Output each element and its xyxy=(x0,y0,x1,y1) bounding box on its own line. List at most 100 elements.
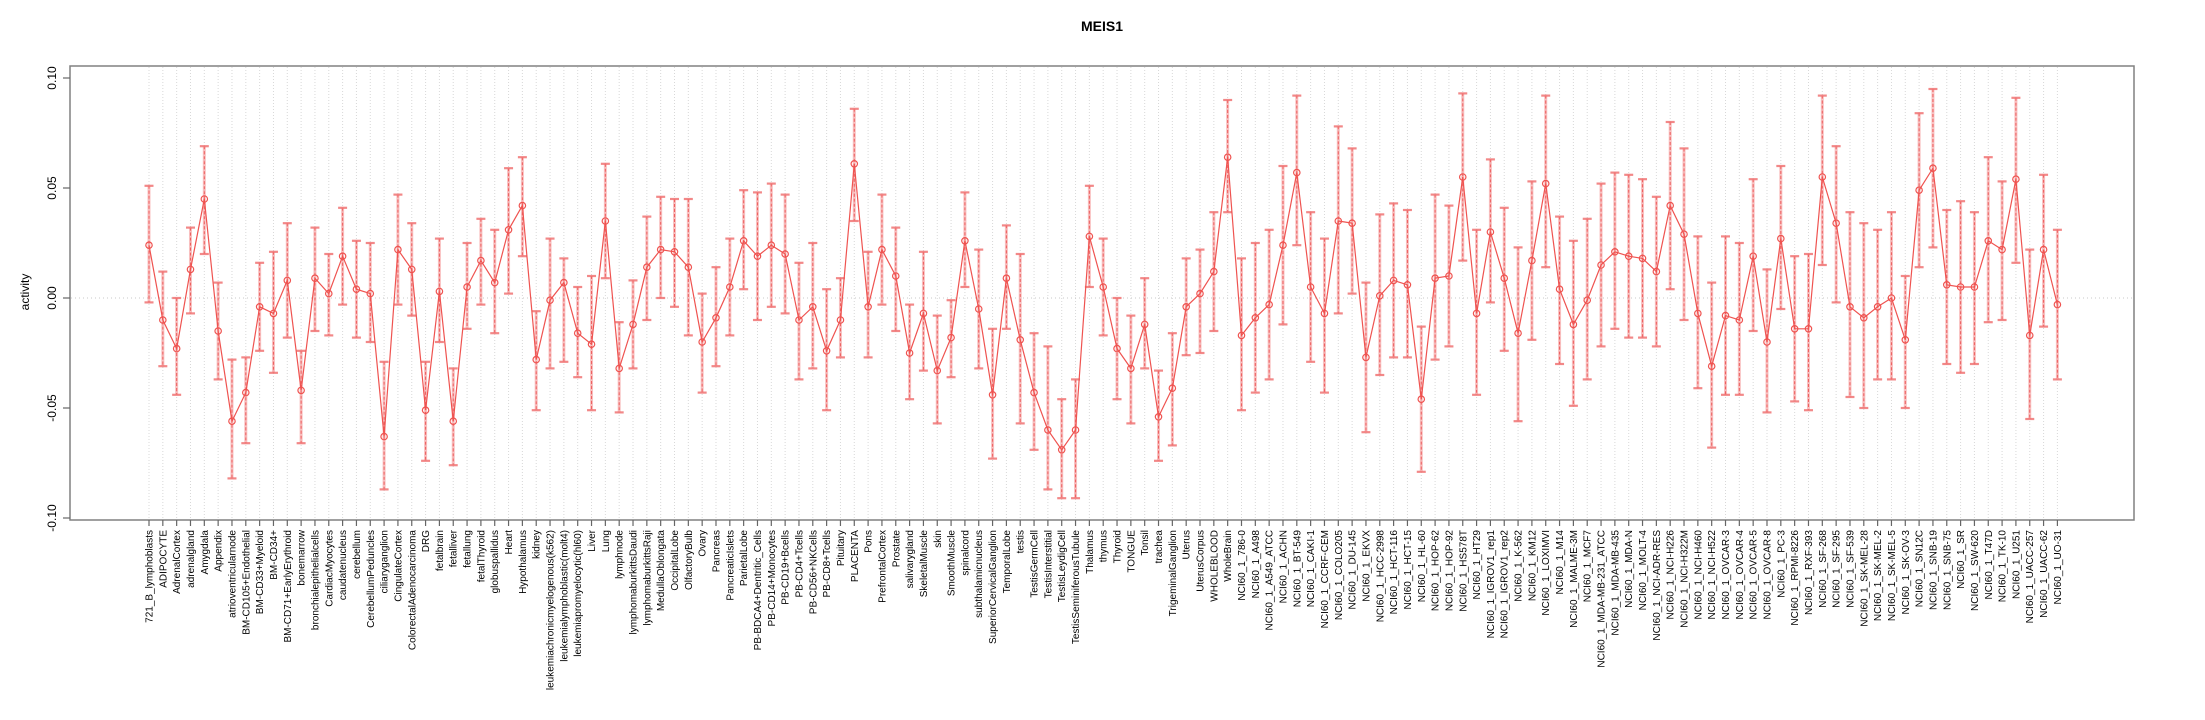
x-tick-label: PB-CD14+Monocytes xyxy=(767,530,778,626)
x-tick-label: testis xyxy=(1016,530,1027,553)
x-tick-label: SuperiorCervicalGanglion xyxy=(988,530,999,644)
data-point xyxy=(1873,302,1882,311)
x-tick-label: leukemiachronicmyelogenous(k562) xyxy=(546,530,557,690)
data-point xyxy=(1334,217,1343,225)
data-point xyxy=(961,237,969,245)
x-tick-label: NCI60_1_MDA-MB-231_ATCC xyxy=(1597,530,1608,668)
data-point xyxy=(1279,241,1287,250)
data-point xyxy=(933,366,942,375)
data-point xyxy=(1832,219,1840,228)
data-point xyxy=(1127,364,1135,373)
x-tick-label: BM-CD34+ xyxy=(269,530,280,580)
x-tick-label: fetallung xyxy=(463,530,474,568)
x-tick-label: UterusCorpus xyxy=(1196,530,1207,592)
x-tick-label: NCI60_1_M14 xyxy=(1555,530,1566,595)
x-tick-label: NCI60_1_T47D xyxy=(1984,530,1995,599)
data-point xyxy=(1016,335,1025,344)
data-point xyxy=(1763,338,1771,346)
data-point xyxy=(1306,283,1315,291)
x-tick-label: Uterus xyxy=(1182,530,1193,559)
data-point xyxy=(1749,252,1757,261)
data-point xyxy=(1707,362,1716,371)
x-tick-label: cerebellum xyxy=(352,530,363,579)
x-tick-label: BM-CD71+EarlyErythroid xyxy=(283,530,294,643)
data-point xyxy=(1362,353,1370,362)
data-point xyxy=(1942,280,1951,289)
x-tick-label: spinalcord xyxy=(960,530,971,576)
data-point xyxy=(449,417,458,426)
x-tick-label: salivarygland xyxy=(905,530,916,588)
data-point xyxy=(615,364,623,373)
data-point xyxy=(546,296,554,305)
x-tick-label: AdrenalCortex xyxy=(172,530,183,594)
data-point xyxy=(352,285,361,294)
data-point xyxy=(1085,232,1094,241)
data-point xyxy=(1970,283,1979,291)
data-point xyxy=(1790,324,1799,333)
x-tick-label: caudatenucleus xyxy=(338,530,349,600)
data-point xyxy=(1182,302,1190,311)
data-point xyxy=(739,237,748,245)
x-tick-label: Thyroid xyxy=(1113,530,1124,563)
x-tick-label: NCI60_1_786-0 xyxy=(1237,530,1248,601)
data-point xyxy=(1624,252,1633,261)
data-point xyxy=(1223,153,1232,162)
x-tick-label: NCI60_1_BT-549 xyxy=(1292,530,1303,608)
y-tick-label: -0.10 xyxy=(45,504,59,532)
data-point xyxy=(338,252,347,261)
x-tick-label: Pancreas xyxy=(711,530,722,572)
data-point xyxy=(1375,291,1384,300)
data-point xyxy=(905,349,914,357)
x-tick-label: globuspallidus xyxy=(490,530,501,593)
data-point xyxy=(435,287,444,296)
x-tick-label: subthalamicnucleus xyxy=(974,530,985,618)
y-tick-label: -0.05 xyxy=(45,394,59,422)
data-point xyxy=(1666,201,1674,210)
data-point xyxy=(1569,320,1578,329)
data-point xyxy=(629,320,637,329)
x-tick-label: NCI60_1_UO-31 xyxy=(2053,530,2064,605)
data-point xyxy=(490,278,499,287)
data-point xyxy=(974,305,983,313)
x-tick-label: NCI60_1_SF-539 xyxy=(1845,530,1856,608)
data-point xyxy=(1528,256,1536,265)
data-point xyxy=(1500,274,1509,283)
data-point xyxy=(1458,173,1467,181)
data-point xyxy=(643,263,651,272)
x-tick-label: SkeletalMuscle xyxy=(919,530,930,598)
data-point xyxy=(1140,320,1149,329)
x-tick-label: NCI60_1_NCI-H460 xyxy=(1693,530,1704,620)
x-tick-label: NCI60_1_OVCAR-4 xyxy=(1735,530,1746,620)
data-point xyxy=(1237,331,1246,340)
data-point xyxy=(601,217,610,225)
x-tick-label: Heart xyxy=(504,530,515,555)
data-point xyxy=(1196,289,1204,298)
data-point xyxy=(1652,267,1661,276)
x-tick-label: NCI60_1_A498 xyxy=(1251,530,1262,599)
data-point xyxy=(836,316,845,324)
data-point xyxy=(822,346,831,355)
x-tick-label: TemporalLobe xyxy=(1002,530,1013,594)
x-tick-label: PancreaticIslets xyxy=(725,530,736,601)
data-point xyxy=(753,252,762,261)
x-tick-label: NCI60_1_K-562 xyxy=(1514,530,1525,602)
x-tick-label: NCI60_1_EKVX xyxy=(1361,530,1372,602)
data-point xyxy=(1472,309,1481,318)
data-point xyxy=(200,195,209,203)
data-point xyxy=(1431,274,1439,283)
x-tick-label: leukemialymphoblastic(molt4) xyxy=(559,530,570,662)
x-tick-label: NCI60_1_NCI-ADR-RES xyxy=(1652,530,1663,641)
data-point xyxy=(781,250,789,258)
data-point xyxy=(1638,254,1647,263)
data-point xyxy=(1099,283,1108,291)
data-point xyxy=(1445,272,1453,280)
data-point xyxy=(255,302,264,311)
x-tick-label: NCI60_1_IGROV1_rep1 xyxy=(1486,530,1497,639)
data-point xyxy=(891,272,900,280)
x-tick-label: lymphomaburkittsDaudi xyxy=(629,530,640,635)
data-point xyxy=(1486,228,1495,236)
data-point xyxy=(795,316,803,324)
data-point xyxy=(1915,186,1923,195)
